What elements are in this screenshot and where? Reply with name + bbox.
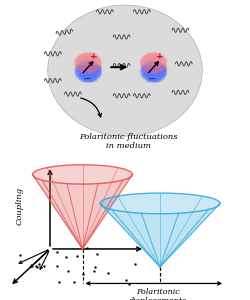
Ellipse shape [142,54,165,71]
Ellipse shape [139,61,168,83]
Polygon shape [100,193,220,214]
Text: +: + [156,52,163,62]
Ellipse shape [81,67,95,78]
Ellipse shape [74,53,102,74]
Text: Coupling: Coupling [16,187,24,225]
Ellipse shape [48,5,202,136]
Ellipse shape [85,69,91,75]
Ellipse shape [83,58,93,66]
Polygon shape [100,203,220,267]
Ellipse shape [75,52,101,72]
Ellipse shape [140,53,167,74]
Text: −: − [83,74,91,83]
Polygon shape [32,165,132,249]
Ellipse shape [152,71,155,73]
Polygon shape [32,165,132,184]
Ellipse shape [140,61,167,82]
Polygon shape [32,174,132,249]
Ellipse shape [86,61,90,64]
Ellipse shape [150,69,157,75]
Ellipse shape [144,55,163,69]
Ellipse shape [85,60,91,65]
Ellipse shape [75,62,101,82]
Text: +: + [90,52,98,62]
Ellipse shape [74,61,102,82]
Ellipse shape [142,64,165,80]
Ellipse shape [150,60,157,65]
Ellipse shape [79,65,97,79]
Ellipse shape [73,51,103,74]
Ellipse shape [148,58,159,66]
Ellipse shape [79,55,97,69]
Ellipse shape [139,51,168,74]
Ellipse shape [152,61,155,64]
Ellipse shape [83,68,93,76]
Ellipse shape [146,67,161,78]
Ellipse shape [146,57,161,68]
Text: −: − [148,74,156,83]
Ellipse shape [141,62,167,82]
Ellipse shape [77,54,99,71]
Ellipse shape [77,64,99,80]
Polygon shape [100,193,220,267]
Ellipse shape [86,71,90,73]
Ellipse shape [144,65,163,79]
Ellipse shape [73,61,103,83]
Ellipse shape [148,68,159,76]
Text: Polaritonic
displacements: Polaritonic displacements [128,288,186,300]
Ellipse shape [81,57,95,68]
Ellipse shape [141,52,167,72]
Text: Polaritonic fluctuations
in medium: Polaritonic fluctuations in medium [79,133,178,150]
